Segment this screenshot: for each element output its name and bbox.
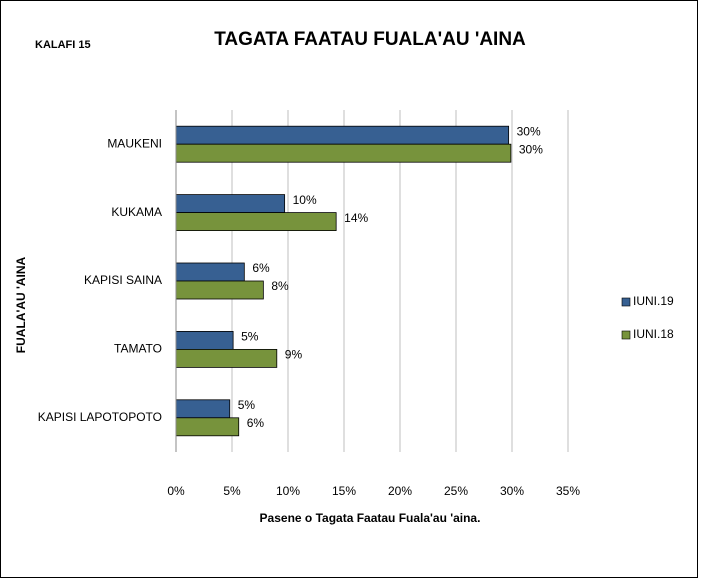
value-label: 14% xyxy=(344,211,368,225)
chart-title: TAGATA FAATAU FUALA'AU 'AINA xyxy=(214,29,526,50)
x-tick-label: 15% xyxy=(332,484,356,498)
y-tick-label: KAPISI LAPOTOPOTO xyxy=(38,410,162,424)
legend-swatch xyxy=(621,330,631,340)
x-axis-label: Pasene o Tagata Faatau Fuala'au 'aina. xyxy=(260,511,481,525)
x-tick-label: 20% xyxy=(388,484,412,498)
bar xyxy=(175,348,278,368)
legend-swatch xyxy=(621,297,631,307)
value-label: 8% xyxy=(271,279,289,293)
y-tick-label: KUKAMA xyxy=(111,205,162,219)
value-label: 30% xyxy=(517,124,541,138)
bar xyxy=(175,417,240,437)
value-label: 5% xyxy=(238,398,256,412)
y-tick-label: MAUKENI xyxy=(107,136,162,150)
value-label: 5% xyxy=(241,330,259,344)
x-tick-label: 10% xyxy=(276,484,300,498)
value-label: 6% xyxy=(252,261,270,275)
x-tick-label: 5% xyxy=(223,484,241,498)
x-tick-label: 25% xyxy=(444,484,468,498)
bar xyxy=(175,125,510,145)
bar xyxy=(175,280,264,300)
bar xyxy=(175,212,337,232)
value-label: 6% xyxy=(247,416,265,430)
x-tick-label: 35% xyxy=(556,484,580,498)
value-label: 30% xyxy=(519,142,543,156)
chart-label: KALAFI 15 xyxy=(35,39,91,51)
bar xyxy=(175,194,286,214)
bar xyxy=(175,330,234,350)
bar xyxy=(175,143,512,163)
x-tick-label: 30% xyxy=(500,484,524,498)
y-axis-label: FUALA'AU 'AINA xyxy=(14,256,28,353)
legend-label: IUNI.18 xyxy=(633,327,674,341)
value-label: 10% xyxy=(293,193,317,207)
bar xyxy=(175,399,231,419)
legend-label: IUNI.19 xyxy=(633,294,674,308)
bar xyxy=(175,262,245,282)
x-tick-label: 0% xyxy=(167,484,185,498)
y-tick-label: KAPISI SAINA xyxy=(84,273,162,287)
value-label: 9% xyxy=(285,348,303,362)
y-tick-label: TAMATO xyxy=(114,342,162,356)
